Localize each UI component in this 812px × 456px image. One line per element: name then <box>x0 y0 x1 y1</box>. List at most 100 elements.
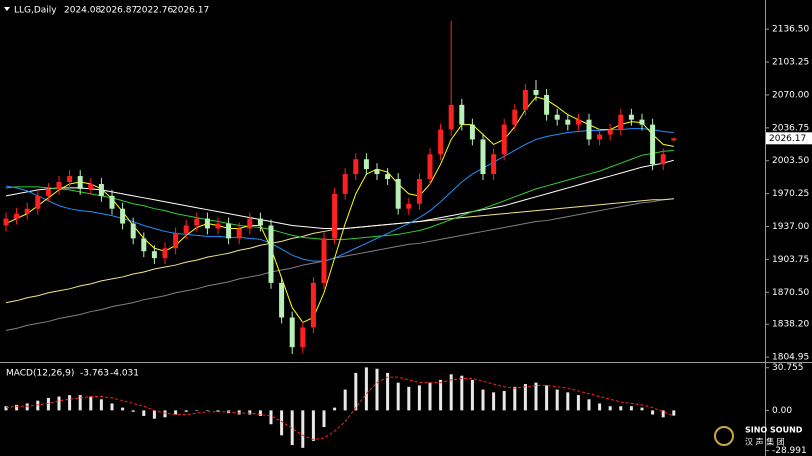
candle-body <box>151 251 157 259</box>
macd-bar <box>110 403 114 411</box>
candle-body <box>3 218 9 226</box>
candle-body <box>575 119 581 125</box>
candle-body <box>427 154 433 180</box>
macd-bar <box>534 382 538 411</box>
macd-bar <box>661 410 665 418</box>
candle-body <box>45 188 51 196</box>
chart-title: LLG,Daily <box>14 6 57 16</box>
macd-bar <box>131 410 135 412</box>
candle-body <box>438 129 444 155</box>
candle-body <box>173 233 179 249</box>
candle-body <box>162 248 168 259</box>
candle-body <box>67 176 73 182</box>
moving-average <box>5 96 674 324</box>
y-tick-label: 2070.00 <box>772 90 809 100</box>
y-tick-label: 1804.95 <box>772 353 809 363</box>
candle-body <box>395 179 401 209</box>
candle-body <box>522 90 528 110</box>
macd-bar <box>163 410 167 418</box>
candle-body <box>353 159 359 175</box>
y-tick-label: 2136.50 <box>772 25 809 35</box>
macd-bar <box>322 410 326 428</box>
candle-body <box>501 124 507 155</box>
candle-body <box>512 109 518 125</box>
macd-bar <box>68 395 72 411</box>
candle-body <box>226 223 232 239</box>
candle-body <box>14 213 20 219</box>
macd-bar <box>651 410 655 415</box>
macd-bar <box>301 410 305 448</box>
y-tick-label: 2036.75 <box>772 123 809 133</box>
candle-body <box>660 154 666 165</box>
macd-bar <box>237 410 241 415</box>
candle-body <box>650 124 656 165</box>
candle-body <box>544 94 550 115</box>
candle-body <box>215 223 221 229</box>
candle-body <box>363 159 369 170</box>
macd-bar <box>598 403 602 411</box>
candle-body <box>342 174 348 194</box>
candle-body <box>671 138 677 141</box>
logo: SINO SOUND 汉 声 集 团 <box>714 426 803 447</box>
candle-body <box>628 114 634 120</box>
macd-bar <box>248 410 252 415</box>
candle-body <box>533 90 539 95</box>
candle-body <box>268 225 274 283</box>
candle-body <box>130 223 136 239</box>
macd-bar <box>576 395 580 411</box>
macd-bar <box>396 382 400 411</box>
macd-value: -3.763 <box>80 369 109 379</box>
candle-body <box>639 119 645 125</box>
price-label: 2026.17 <box>769 134 806 144</box>
candle-body <box>597 134 603 140</box>
macd-bar <box>481 389 485 411</box>
y-tick-label: 1937.00 <box>772 222 809 232</box>
candle-body <box>56 181 62 189</box>
candle-body <box>459 104 465 125</box>
macd-bar <box>57 396 61 411</box>
candle-body <box>88 183 94 189</box>
macd-bar <box>354 372 358 411</box>
candle-body <box>416 179 422 204</box>
candle-body <box>300 327 306 348</box>
signal-value: -4.031 <box>110 369 139 379</box>
macd-bar <box>566 392 570 411</box>
macd-bar <box>672 410 676 416</box>
macd-bar <box>428 382 432 411</box>
macd-bar <box>280 410 284 436</box>
header-close: 2026.17 <box>172 6 209 16</box>
candle-body <box>289 317 295 348</box>
candle-body <box>98 183 104 196</box>
y-tick-label: 2103.25 <box>772 58 809 68</box>
candle-body <box>183 225 189 234</box>
candle-body <box>120 208 126 224</box>
signal-line <box>5 376 674 441</box>
macd-bar <box>460 375 464 411</box>
macd-bar <box>99 399 103 411</box>
y-tick-label: 1970.25 <box>772 189 809 199</box>
header-low: 2022.76 <box>136 6 173 16</box>
macd-bar <box>502 390 506 411</box>
candle-body <box>554 114 560 120</box>
candle-body <box>194 218 200 226</box>
macd-bar <box>121 407 125 411</box>
candle-body <box>109 195 115 209</box>
macd-bar <box>407 386 411 411</box>
macd-bar <box>608 406 612 411</box>
macd-title: MACD(12,26,9) <box>6 369 74 379</box>
candle-body <box>607 129 613 135</box>
macd-bar <box>449 374 453 411</box>
macd-bar <box>629 406 633 411</box>
candle-body <box>204 218 210 229</box>
candle-body <box>480 139 486 175</box>
macd-bar <box>258 410 262 416</box>
price-box <box>766 132 812 145</box>
macd-bar <box>439 379 443 411</box>
macd-bar <box>343 389 347 411</box>
candle-body <box>321 238 327 283</box>
macd-bar <box>640 407 644 411</box>
macd-bar <box>492 392 496 411</box>
header-open: 2024.08 <box>64 6 101 16</box>
macd-bar <box>545 385 549 411</box>
